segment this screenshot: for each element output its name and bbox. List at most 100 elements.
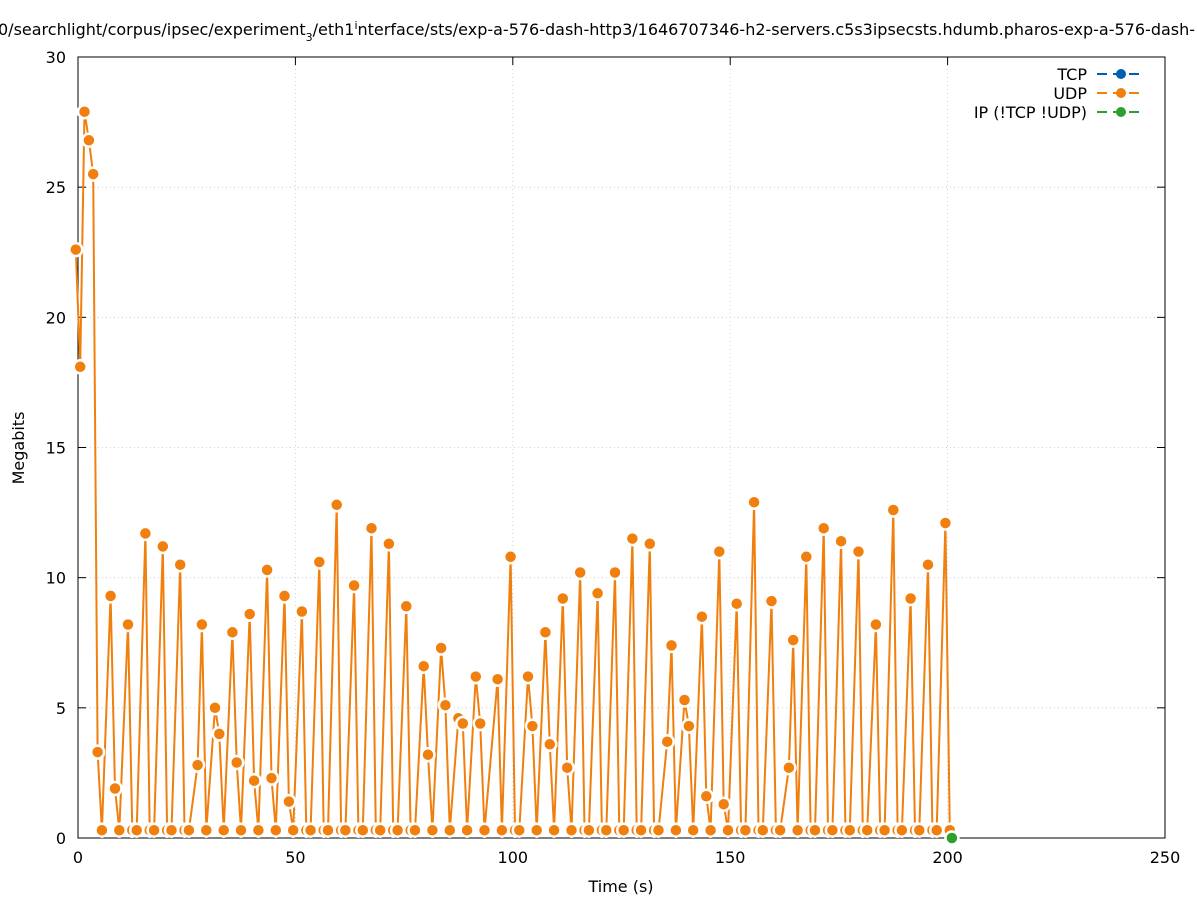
data-point — [859, 822, 875, 838]
y-tick-label: 0 — [56, 829, 66, 848]
data-point — [337, 822, 354, 838]
data-point — [455, 715, 471, 732]
legend-marker-tcp — [1116, 69, 1126, 79]
data-point — [424, 822, 441, 838]
data-point — [928, 822, 945, 838]
data-point — [528, 822, 545, 838]
data-point — [650, 822, 667, 838]
data-point — [68, 241, 84, 258]
x-tick-label: 200 — [932, 848, 963, 867]
data-point — [728, 595, 745, 612]
chart-title: 0/searchlight/corpus/ipsec/experiment3/e… — [0, 19, 1195, 44]
data-point — [868, 616, 884, 633]
data-point — [198, 822, 215, 838]
x-tick-label: 0 — [73, 848, 83, 867]
data-point — [520, 668, 536, 685]
x-tick-label: 250 — [1150, 848, 1181, 867]
data-point — [328, 497, 345, 513]
data-point — [598, 822, 615, 838]
data-point — [833, 533, 849, 549]
data-point — [659, 733, 675, 750]
data-point — [607, 564, 623, 581]
data-point — [259, 562, 275, 578]
data-point — [155, 538, 171, 555]
data-point — [276, 588, 293, 604]
y-tick-label: 10 — [46, 569, 66, 588]
data-point — [120, 616, 136, 633]
data-point — [668, 822, 684, 838]
data-point — [459, 822, 475, 838]
data-point — [250, 822, 267, 838]
data-point — [381, 536, 397, 552]
data-point — [415, 658, 432, 674]
data-point — [181, 822, 197, 838]
data-point — [476, 822, 493, 838]
data-point — [433, 640, 449, 656]
data-point — [85, 166, 101, 182]
data-point — [772, 822, 788, 838]
axis-ticks: 0 50 100 150 200 250 0 5 10 15 20 25 30 — [46, 48, 1181, 867]
data-point — [681, 718, 697, 734]
data-point — [89, 744, 106, 760]
data-point — [572, 564, 588, 581]
data-point — [524, 718, 541, 734]
data-point — [563, 822, 580, 838]
data-point — [320, 822, 336, 838]
data-point — [494, 822, 510, 838]
data-point — [302, 822, 319, 838]
data-point — [711, 543, 728, 560]
data-point — [76, 103, 93, 120]
legend-marker-udp — [1116, 88, 1126, 98]
data-point — [163, 822, 180, 838]
data-point — [715, 796, 732, 812]
data-point — [420, 746, 436, 763]
data-point — [437, 697, 454, 713]
data-point — [702, 822, 719, 838]
data-point — [685, 822, 701, 838]
data-point — [842, 822, 858, 838]
legend-marker-ip — [1116, 107, 1126, 117]
data-point — [876, 822, 893, 838]
data-point — [81, 132, 97, 149]
data-point — [189, 757, 206, 773]
data-point — [172, 556, 188, 573]
data-point — [720, 822, 736, 838]
data-point — [194, 616, 210, 633]
series-line — [74, 110, 951, 832]
grid — [77, 56, 1166, 839]
data-point — [581, 822, 597, 838]
data-point — [102, 588, 119, 604]
y-tick-label: 30 — [46, 48, 66, 67]
data-point — [111, 822, 128, 838]
data-point — [642, 536, 658, 552]
y-tick-label: 25 — [46, 178, 66, 197]
data-point — [207, 700, 223, 716]
data-point — [263, 770, 280, 786]
data-point — [137, 525, 154, 542]
x-tick-label: 150 — [715, 848, 746, 867]
data-point — [763, 593, 780, 609]
plot-border — [77, 56, 1166, 839]
data-point — [546, 822, 562, 838]
y-axis-label: Megabits — [9, 412, 28, 485]
data-point — [663, 637, 680, 654]
data-point — [885, 502, 902, 518]
data-point — [407, 822, 423, 838]
legend-label-udp: UDP — [1053, 84, 1087, 103]
data-point — [559, 759, 575, 776]
y-tick-label: 15 — [46, 439, 66, 458]
data-point — [472, 715, 488, 732]
data-point — [542, 736, 558, 753]
data-point — [781, 759, 797, 776]
data-point — [944, 830, 960, 846]
data-point — [442, 822, 458, 838]
data-point — [72, 359, 88, 375]
x-tick-label: 50 — [285, 848, 305, 867]
data-point — [511, 822, 528, 838]
data-point — [228, 754, 245, 771]
legend: TCP UDP IP (!TCP !UDP) — [974, 65, 1145, 122]
data-point — [311, 554, 328, 570]
series-group — [68, 103, 960, 846]
data-point — [911, 822, 928, 838]
data-point — [824, 822, 841, 838]
